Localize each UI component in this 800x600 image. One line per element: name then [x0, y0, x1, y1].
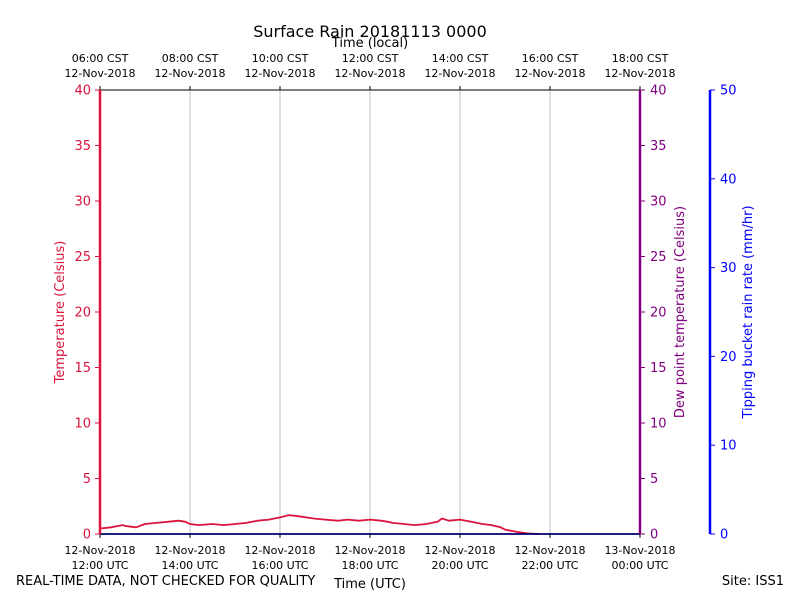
top-tick-date: 12-Nov-2018: [244, 67, 315, 80]
axes: 12-Nov-2018 12:00 UTC 12-Nov-2018 14:00 UTC…: [64, 52, 736, 572]
bottom-tick-date: 13-Nov-2018: [604, 544, 675, 557]
rain-rate-tick-label: 50: [720, 84, 737, 99]
bottom-tick-date: 12-Nov-2018: [154, 544, 225, 557]
x-axis-label: Time (UTC): [333, 577, 406, 592]
bottom-tick-time: 16:00 UTC: [251, 559, 308, 572]
bottom-tick-time: 12:00 UTC: [71, 559, 128, 572]
temperature-tick-label: 35: [74, 139, 91, 154]
dew-point-tick-label: 5: [650, 472, 658, 487]
top-tick-time: 06:00 CST: [72, 52, 129, 65]
temperature-tick-label: 40: [74, 84, 91, 99]
temperature-tick-label: 25: [74, 250, 91, 265]
top-tick-date: 12-Nov-2018: [424, 67, 495, 80]
dew-point-tick-label: 25: [650, 250, 667, 265]
dew-point-tick-label: 10: [650, 417, 667, 432]
temperature-line: [99, 514, 539, 535]
top-tick-date: 12-Nov-2018: [334, 67, 405, 80]
bottom-tick-date: 12-Nov-2018: [244, 544, 315, 557]
top-tick-time: 16:00 CST: [522, 52, 579, 65]
grid-lines: [189, 90, 551, 534]
bottom-tick-date: 12-Nov-2018: [64, 544, 135, 557]
temperature-tick-label: 20: [74, 306, 91, 321]
bottom-tick-time: 14:00 UTC: [161, 559, 218, 572]
bottom-tick-date: 12-Nov-2018: [334, 544, 405, 557]
dew-point-tick-label: 0: [650, 528, 658, 543]
dew-point-tick-label: 30: [650, 195, 667, 210]
far-right-y-axis-label: Tipping bucket rain rate (mm/hr): [741, 205, 756, 419]
dew-point-tick-label: 35: [650, 139, 667, 154]
bottom-tick-date: 12-Nov-2018: [514, 544, 585, 557]
temperature-tick-label: 10: [74, 417, 91, 432]
top-tick-date: 12-Nov-2018: [64, 67, 135, 80]
top-tick-time: 14:00 CST: [432, 52, 489, 65]
top-tick-time: 10:00 CST: [252, 52, 309, 65]
left-y-axis-label: Temperature (Celsius): [53, 241, 68, 385]
rain-rate-tick-label: 20: [720, 350, 737, 365]
rain-rate-tick-label: 40: [720, 172, 737, 187]
top-tick-date: 12-Nov-2018: [154, 67, 225, 80]
site-label: Site: ISS1: [721, 574, 784, 589]
bottom-tick-time: 22:00 UTC: [521, 559, 578, 572]
top-axis-label: Time (local): [331, 36, 408, 51]
temperature-tick-label: 0: [83, 528, 91, 543]
temperature-tick-label: 5: [83, 472, 91, 487]
top-tick-time: 12:00 CST: [342, 52, 399, 65]
dew-point-tick-label: 20: [650, 306, 667, 321]
temperature-tick-label: 30: [74, 195, 91, 210]
chart-title: Surface Rain 20181113 0000: [253, 22, 487, 41]
temperature-tick-label: 15: [74, 361, 91, 376]
top-tick-time: 08:00 CST: [162, 52, 219, 65]
dew-point-tick-label: 40: [650, 84, 667, 99]
top-tick-time: 18:00 CST: [612, 52, 669, 65]
bottom-tick-time: 00:00 UTC: [611, 559, 668, 572]
right-y-axis-label: Dew point temperature (Celsius): [673, 206, 688, 418]
top-tick-date: 12-Nov-2018: [604, 67, 675, 80]
rain-rate-tick-label: 0: [720, 528, 728, 543]
rain-rate-tick-label: 30: [720, 261, 737, 276]
bottom-tick-time: 18:00 UTC: [341, 559, 398, 572]
quality-disclaimer: REAL-TIME DATA, NOT CHECKED FOR QUALITY: [16, 574, 316, 589]
bottom-tick-date: 12-Nov-2018: [424, 544, 495, 557]
top-tick-date: 12-Nov-2018: [514, 67, 585, 80]
rain-rate-tick-label: 10: [720, 439, 737, 454]
dew-point-tick-label: 15: [650, 361, 667, 376]
bottom-tick-time: 20:00 UTC: [431, 559, 488, 572]
